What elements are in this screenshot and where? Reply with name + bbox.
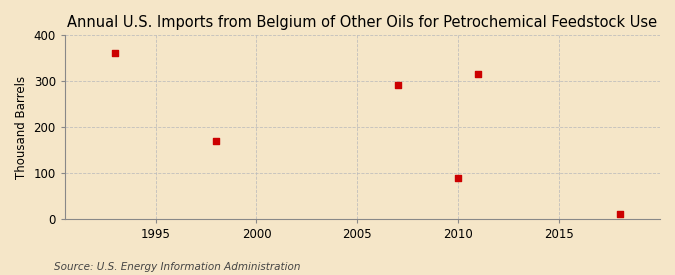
Point (211, 139, 221, 143)
Point (473, 72, 484, 76)
Point (392, 83, 403, 87)
Y-axis label: Thousand Barrels: Thousand Barrels (15, 75, 28, 178)
Text: Source: U.S. Energy Information Administration: Source: U.S. Energy Information Administ… (54, 262, 300, 272)
Point (614, 212, 625, 216)
Point (453, 176, 464, 181)
Title: Annual U.S. Imports from Belgium of Other Oils for Petrochemical Feedstock Use: Annual U.S. Imports from Belgium of Othe… (68, 15, 657, 30)
Point (110, 51, 121, 55)
